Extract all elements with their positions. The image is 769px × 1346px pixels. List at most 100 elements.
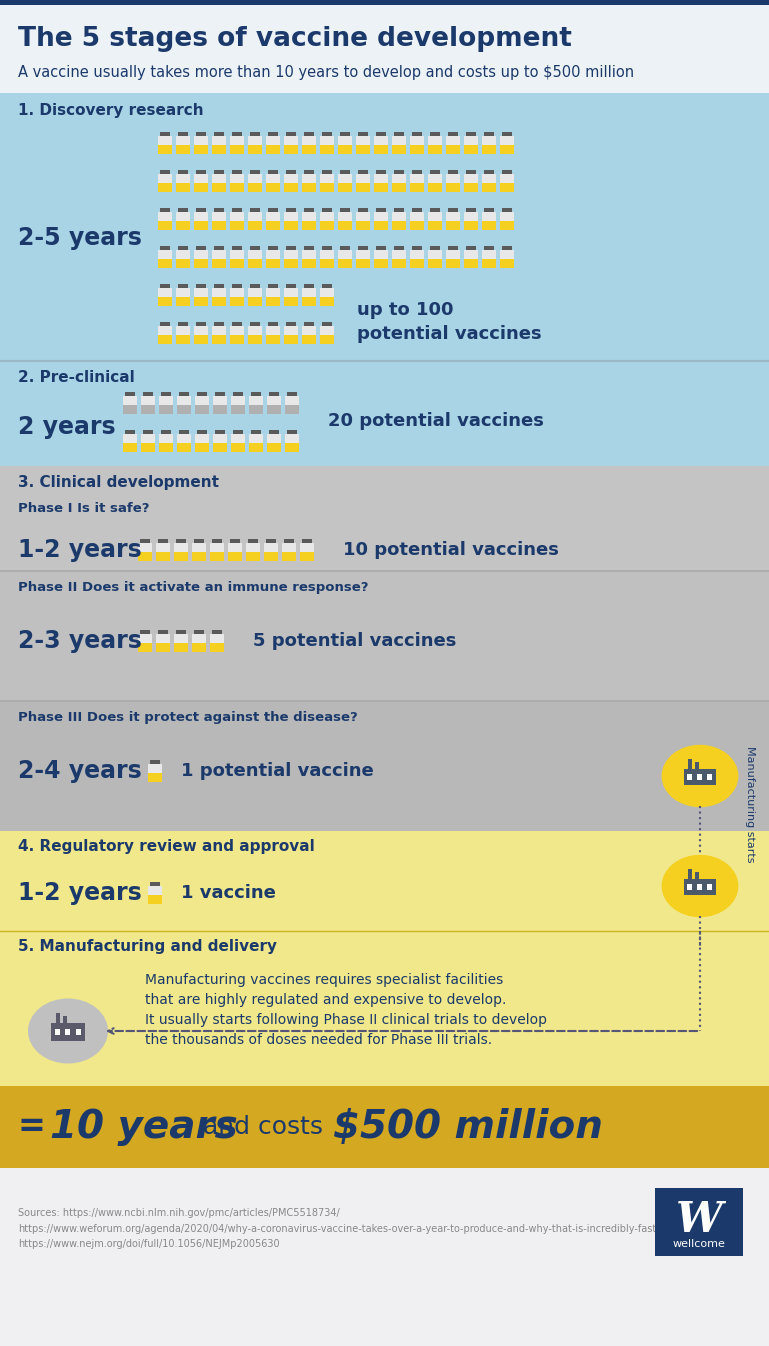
- Bar: [215, 170, 224, 174]
- Bar: [230, 144, 244, 153]
- Bar: [232, 284, 241, 288]
- Bar: [264, 552, 278, 561]
- Bar: [305, 209, 314, 211]
- FancyBboxPatch shape: [655, 1189, 743, 1256]
- Bar: [374, 221, 388, 230]
- Bar: [302, 538, 311, 542]
- Bar: [338, 183, 352, 192]
- Bar: [484, 246, 494, 250]
- Bar: [177, 433, 191, 452]
- Text: 10 potential vaccines: 10 potential vaccines: [343, 541, 559, 559]
- Bar: [374, 250, 388, 268]
- Bar: [268, 246, 278, 250]
- Bar: [322, 322, 331, 326]
- Bar: [302, 326, 316, 345]
- Bar: [213, 405, 227, 415]
- Bar: [231, 538, 240, 542]
- Bar: [251, 392, 261, 396]
- Bar: [156, 642, 170, 651]
- Bar: [176, 144, 190, 153]
- Bar: [320, 296, 334, 306]
- Bar: [305, 170, 314, 174]
- Bar: [234, 392, 242, 396]
- Bar: [410, 174, 424, 192]
- Bar: [302, 288, 316, 306]
- Bar: [464, 183, 478, 192]
- Bar: [176, 221, 190, 230]
- Bar: [158, 136, 172, 153]
- Bar: [212, 136, 226, 153]
- Bar: [428, 250, 442, 268]
- Bar: [266, 136, 280, 153]
- Bar: [212, 183, 226, 192]
- Bar: [161, 429, 171, 433]
- Bar: [374, 136, 388, 153]
- Bar: [248, 258, 262, 268]
- Bar: [464, 258, 478, 268]
- Bar: [446, 144, 460, 153]
- Text: wellcome: wellcome: [673, 1240, 725, 1249]
- Bar: [341, 170, 350, 174]
- Bar: [213, 396, 227, 415]
- Bar: [212, 144, 226, 153]
- Bar: [215, 246, 224, 250]
- Bar: [194, 250, 208, 268]
- Bar: [176, 183, 190, 192]
- Bar: [158, 174, 172, 192]
- Bar: [230, 174, 244, 192]
- Bar: [179, 429, 188, 433]
- Bar: [320, 136, 334, 153]
- Bar: [156, 634, 170, 651]
- Text: Manufacturing starts: Manufacturing starts: [745, 746, 755, 863]
- Bar: [141, 538, 149, 542]
- Bar: [177, 443, 191, 452]
- Bar: [196, 170, 205, 174]
- Bar: [63, 1016, 68, 1023]
- Bar: [500, 211, 514, 230]
- Bar: [251, 284, 260, 288]
- Bar: [410, 183, 424, 192]
- Bar: [144, 429, 152, 433]
- Bar: [215, 322, 224, 326]
- Bar: [358, 209, 368, 211]
- Bar: [215, 392, 225, 396]
- Bar: [320, 250, 334, 268]
- Bar: [284, 221, 298, 230]
- Bar: [428, 136, 442, 153]
- Bar: [148, 773, 162, 782]
- Bar: [156, 552, 170, 561]
- Bar: [248, 221, 262, 230]
- Bar: [230, 288, 244, 306]
- Bar: [212, 211, 226, 230]
- Bar: [194, 296, 208, 306]
- Bar: [0, 5, 769, 93]
- Bar: [264, 542, 278, 561]
- Text: Manufacturing vaccines requires specialist facilities
that are highly regulated : Manufacturing vaccines requires speciali…: [145, 973, 547, 1047]
- Bar: [284, 288, 298, 306]
- Bar: [158, 211, 172, 230]
- Bar: [158, 630, 168, 634]
- Bar: [500, 136, 514, 153]
- Bar: [284, 144, 298, 153]
- Bar: [394, 209, 404, 211]
- Bar: [410, 136, 424, 153]
- Bar: [174, 542, 188, 561]
- Bar: [288, 392, 297, 396]
- Bar: [212, 174, 226, 192]
- Bar: [394, 132, 404, 136]
- Bar: [302, 258, 316, 268]
- Bar: [232, 322, 241, 326]
- Bar: [320, 183, 334, 192]
- Bar: [268, 170, 278, 174]
- Bar: [377, 132, 385, 136]
- Bar: [212, 538, 221, 542]
- Bar: [192, 542, 206, 561]
- Bar: [268, 322, 278, 326]
- Bar: [482, 258, 496, 268]
- Bar: [178, 132, 188, 136]
- Bar: [358, 170, 368, 174]
- Bar: [286, 170, 295, 174]
- Bar: [482, 221, 496, 230]
- Text: 1-2 years: 1-2 years: [18, 538, 141, 563]
- Bar: [410, 211, 424, 230]
